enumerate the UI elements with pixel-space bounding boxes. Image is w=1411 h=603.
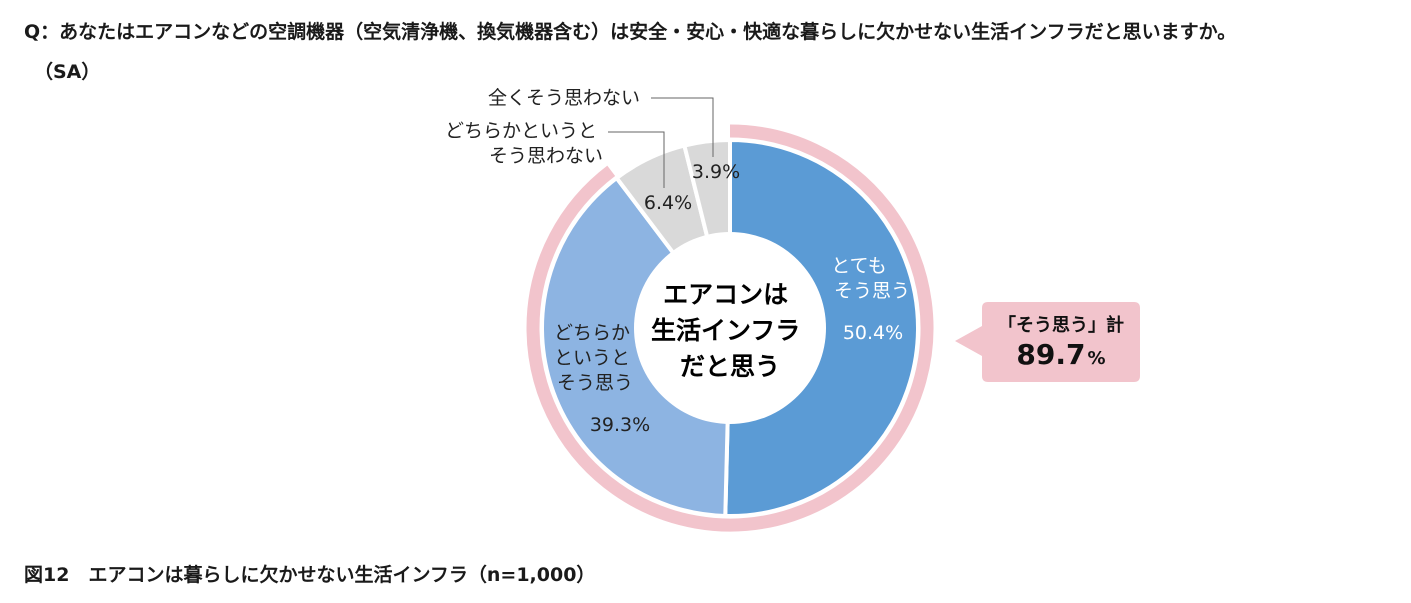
slice-label-very-much: とても そう思う <box>831 255 910 302</box>
slice-label-very-much-line-1: とても <box>831 255 886 277</box>
slice-label-somewhat-line-3: そう思う <box>557 372 633 394</box>
slice-label-somewhat-not-line-1: どちらかというと <box>445 120 597 142</box>
donut-hole <box>634 232 826 424</box>
slice-label-somewhat-line-1: どちらか <box>554 322 630 344</box>
leader-line-somewhat-not <box>608 131 665 188</box>
slice-value-very-much: 50.4% <box>843 322 903 344</box>
total-callout-number: 89.7 <box>1016 338 1085 371</box>
slice-label-very-much-line-2: そう思う <box>834 280 910 302</box>
slice-label-somewhat-not: どちらかというと そう思わない <box>445 120 603 167</box>
figure-caption: 図12 エアコンは暮らしに欠かせない生活インフラ（n=1,000） <box>24 564 596 586</box>
center-label-line-1: エアコンは <box>663 280 788 309</box>
center-label: エアコンは 生活インフラ だと思う <box>651 280 809 381</box>
question-text: Q：あなたはエアコンなどの空調機器（空気清浄機、換気機器含む）は安全・安心・快適… <box>24 12 1236 92</box>
total-callout-value: 89.7% <box>1016 338 1105 371</box>
outer-ring-arc <box>526 124 934 532</box>
slice-label-not-at-all: 全くそう思わない <box>488 87 640 109</box>
slice-value-somewhat: 39.3% <box>590 414 650 436</box>
total-callout-unit: % <box>1088 348 1106 369</box>
slice-label-somewhat-line-2: というと <box>554 347 630 369</box>
slice-value-somewhat-not: 6.4% <box>644 192 692 214</box>
question-line-1: Q：あなたはエアコンなどの空調機器（空気清浄機、換気機器含む）は安全・安心・快適… <box>24 21 1237 43</box>
center-label-line-2: 生活インフラ <box>651 316 800 345</box>
slice-label-somewhat-not-line-2: そう思わない <box>489 145 603 167</box>
total-callout-box <box>955 302 1140 382</box>
leader-line-not-at-all <box>651 97 714 157</box>
center-label-line-3: だと思う <box>680 352 780 381</box>
question-line-2: （SA） <box>34 61 101 83</box>
total-callout-label: 「そう思う」計 <box>998 314 1124 336</box>
slice-label-somewhat: どちらか というと そう思う <box>554 322 636 394</box>
slice-value-not-at-all: 3.9% <box>692 161 740 183</box>
